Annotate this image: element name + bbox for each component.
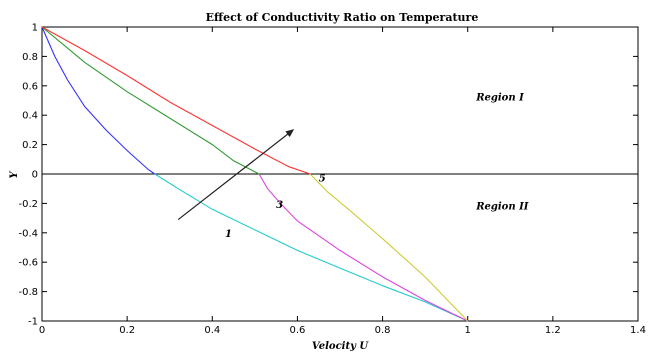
region-label: Region II	[475, 201, 529, 212]
x-tick-label: 1.4	[630, 325, 646, 336]
y-tick-label: -0.8	[18, 287, 38, 298]
series-line-3-region-ii	[258, 173, 468, 322]
trend-arrow	[177, 129, 295, 221]
series-line-1-region-i	[41, 26, 156, 175]
y-tick-label: -0.4	[18, 228, 38, 239]
series-line-5-region-i	[41, 26, 311, 175]
x-tick-label: 1	[465, 325, 471, 336]
x-tick-label: 0	[39, 325, 45, 336]
series-line-1-region-ii	[154, 173, 468, 322]
annotations: Region I Region II 1 3 5	[177, 93, 529, 240]
region-label: Region I	[475, 93, 524, 104]
y-tick-label: 0.4	[22, 111, 38, 122]
y-tick-label: 1	[32, 23, 38, 34]
series-line-5-region-ii	[309, 173, 469, 322]
y-tick-label: 0.6	[22, 81, 38, 92]
y-tick-label: -0.6	[18, 258, 38, 269]
series-line-3-region-i	[41, 26, 260, 175]
x-tick-label: 0.6	[289, 325, 305, 336]
x-tick-label: 0.4	[204, 325, 220, 336]
axis-ticks: 0 0.2 0.4 0.6 0.8 1 1.2 1.4 1 0.8 0.6 0.4 0.2 0 -0.2 -0…	[18, 23, 645, 337]
curve-label: 1	[225, 229, 232, 240]
series-group	[41, 26, 469, 322]
x-tick-label: 1.2	[545, 325, 561, 336]
x-axis-label: Velocity U	[312, 341, 369, 352]
x-tick-label: 0.2	[119, 325, 135, 336]
y-tick-label: -0.2	[18, 199, 38, 210]
y-tick-label: 0.8	[22, 52, 38, 63]
y-axis-label: Y	[9, 171, 20, 179]
curve-label: 5	[319, 173, 326, 184]
chart-title: Effect of Conductivity Ratio on Temperat…	[206, 11, 479, 24]
curve-label: 3	[276, 200, 283, 211]
y-tick-label: 0	[32, 170, 38, 181]
y-tick-label: -1	[28, 317, 38, 328]
y-tick-label: 0.2	[22, 140, 38, 151]
x-tick-label: 0.8	[375, 325, 391, 336]
